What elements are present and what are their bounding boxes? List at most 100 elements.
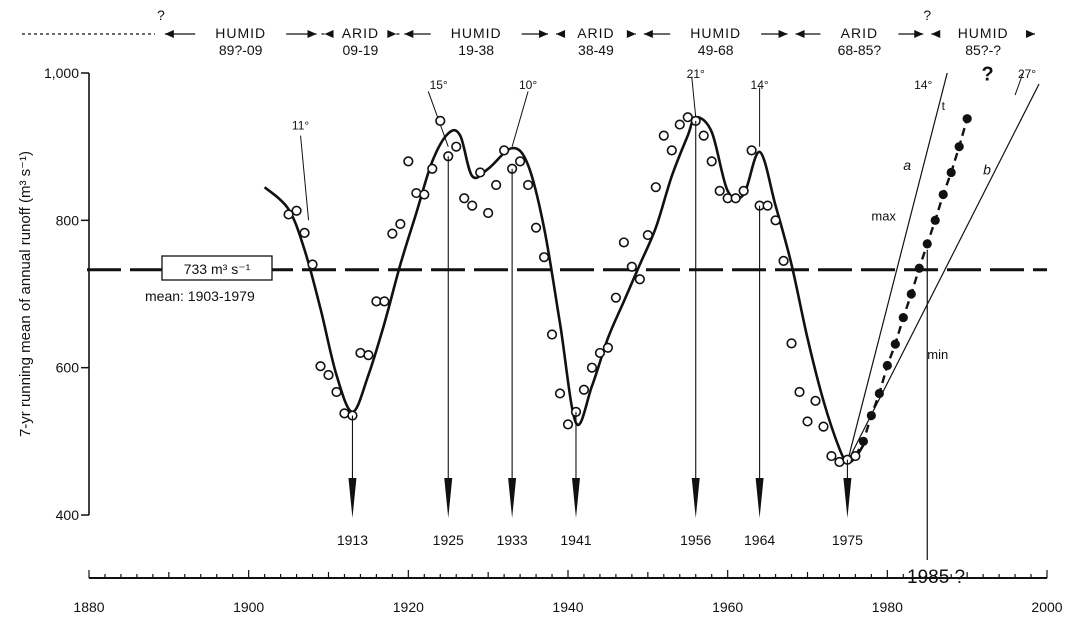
x-tick-label: 1960	[712, 599, 743, 615]
y-tick-label: 400	[56, 507, 80, 523]
period-arrowhead	[387, 30, 397, 38]
period-arrowhead	[164, 30, 174, 38]
period-arrowhead	[778, 30, 788, 38]
x-tick-label: 1900	[233, 599, 264, 615]
x-tick-label: 2000	[1031, 599, 1062, 615]
observed-point	[538, 252, 550, 263]
observed-point	[826, 450, 837, 462]
observed-point	[786, 338, 797, 349]
mean-line-group: 733 m³ s⁻¹ mean: 1903-1979	[87, 255, 1047, 304]
turning-point-label: 1941	[560, 532, 591, 548]
observed-point	[642, 229, 653, 241]
observed-point	[602, 342, 614, 353]
period-kind: ARID	[342, 25, 379, 41]
observed-point	[714, 185, 725, 196]
x-axis: 1880 1900 1920 1940 1960 1980 2000	[73, 570, 1063, 615]
projected-point	[954, 142, 964, 152]
observed-point	[698, 130, 709, 141]
observed-point	[586, 362, 598, 373]
projected-point	[946, 167, 956, 178]
period-arrowhead	[404, 30, 414, 38]
observed-point	[706, 156, 717, 167]
mean-sublabel: mean: 1903-1979	[145, 288, 255, 304]
period-years: 19-38	[458, 42, 494, 58]
projected-point	[890, 339, 900, 349]
observed-point	[618, 237, 629, 248]
period-years: 49-68	[698, 42, 734, 58]
climate-period-bar: HUMID89?-09ARID09-19HUMID19-38ARID38-49H…	[22, 7, 1036, 58]
observed-point	[634, 274, 645, 285]
observed-point	[650, 182, 661, 193]
observed-point	[307, 259, 318, 270]
observed-point	[387, 228, 398, 239]
observed-point	[562, 419, 574, 430]
projected-point	[866, 410, 876, 421]
period-kind: HUMID	[451, 25, 502, 41]
angle-label: 27°	[1018, 67, 1036, 81]
boundary-question-mark: ?	[157, 7, 165, 23]
observed-point	[818, 421, 829, 432]
observed-point	[546, 329, 558, 340]
period-years: 85?-?	[965, 42, 1001, 58]
y-tick-label: 600	[56, 360, 80, 376]
projected-point	[922, 239, 932, 249]
observed-point	[626, 261, 637, 272]
angle-label: 11°	[292, 119, 309, 133]
period-years: 38-49	[578, 42, 614, 58]
period-years: 68-85?	[838, 42, 882, 58]
observed-point	[403, 156, 414, 167]
period-arrowhead	[307, 30, 317, 38]
x-tick-label: 1880	[73, 599, 104, 615]
observed-point	[467, 200, 478, 211]
turning-point-arrowhead	[571, 478, 580, 518]
t-label: t	[942, 99, 946, 113]
observed-point	[491, 179, 502, 191]
observed-point	[738, 185, 749, 196]
angle-guide	[691, 76, 697, 118]
turning-point-label: 1913	[337, 532, 368, 548]
mean-label-box	[161, 255, 273, 281]
observed-point	[666, 145, 677, 156]
period-kind: HUMID	[215, 25, 266, 41]
period-years: 09-19	[343, 42, 379, 58]
turning-point-label: 1933	[497, 532, 528, 548]
period-arrowhead	[626, 30, 636, 38]
observed-point	[514, 156, 526, 167]
y-tick-label: 1,000	[44, 65, 79, 81]
observed-point	[411, 187, 422, 199]
x-tick-label: 1920	[393, 599, 424, 615]
observed-point	[674, 119, 685, 130]
observed-point	[810, 395, 821, 406]
observed-point	[499, 145, 510, 156]
turning-point-label: 1925	[433, 532, 464, 548]
projected-point	[906, 289, 916, 299]
observed-point	[578, 384, 590, 395]
turning-point-label: 1964	[744, 532, 775, 548]
angle-guide	[1014, 72, 1024, 96]
projection-question-mark: ?	[982, 63, 994, 85]
y-axis-label: 7-yr running mean of annual runoff (m³ s…	[17, 151, 34, 437]
observed-point	[730, 193, 741, 204]
turning-point-arrows: 1913 1925 1933 1941 1956 1964 1975	[337, 120, 863, 548]
observed-point	[315, 361, 326, 372]
period-kind: HUMID	[690, 25, 741, 41]
angle-guide	[300, 135, 310, 221]
observed-point	[682, 112, 693, 123]
data-points	[283, 112, 972, 468]
projection-lines: a b max min t?	[846, 63, 1040, 560]
observed-point	[395, 218, 406, 230]
turning-point-label: 1975	[832, 532, 863, 548]
angle-label: 14°	[914, 78, 932, 92]
observed-point	[291, 205, 302, 216]
projected-point	[874, 388, 884, 399]
turning-point-arrowhead	[444, 478, 453, 518]
x-tick-label: 1980	[872, 599, 903, 615]
boundary-question-mark: ?	[923, 7, 931, 23]
projected-point	[962, 114, 972, 124]
observed-point	[778, 255, 789, 266]
smooth-curve-group	[263, 115, 969, 464]
x-tick-label: 1940	[552, 599, 583, 615]
smooth-curve	[263, 115, 865, 464]
turning-point-arrowhead	[691, 478, 700, 518]
